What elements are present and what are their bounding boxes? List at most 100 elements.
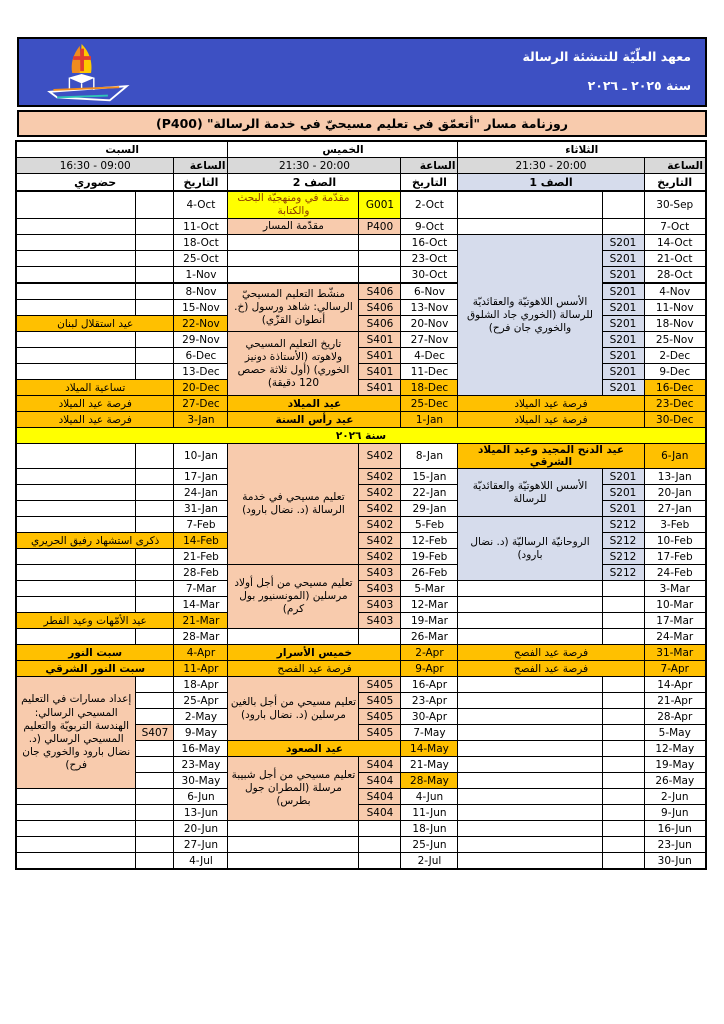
tue-date-cell: 2-Dec (643, 347, 707, 365)
thu-empty-cell (227, 628, 360, 646)
thu-code-cell: S406 (358, 299, 402, 317)
sat-code-cell (135, 250, 175, 268)
thu-code-cell: S403 (358, 564, 402, 582)
tue-date-cell: 23-Dec (643, 395, 707, 413)
thu-empty-cell (227, 836, 360, 854)
thu-date-cell: 25-Jun (400, 836, 459, 854)
tue-empty-cell (457, 596, 603, 614)
sat-empty-cell (15, 363, 137, 381)
tue-empty-cell (457, 804, 603, 822)
tue-code-cell: S201 (601, 331, 645, 349)
tue-code-cell (601, 596, 645, 614)
sat-code-cell (135, 299, 175, 317)
sat-holiday-cell: عيد الأمّهات وعيد الفطر (15, 612, 175, 630)
thu-code-cell: S401 (358, 331, 402, 349)
thu-holiday-cell: فرصة عيد الفصح (227, 660, 402, 678)
tue-empty-cell (457, 756, 603, 774)
thu-date-cell: 20-Nov (400, 315, 459, 333)
tue-code-cell (601, 708, 645, 726)
sat-date-cell: 28-Mar (173, 628, 229, 646)
tue-code-cell (601, 852, 645, 870)
thu-code-cell: S406 (358, 282, 402, 301)
sat-date-cell: 1-Nov (173, 266, 229, 284)
sat-empty-cell (15, 628, 137, 646)
header-text: معهد العلّيّة للتنشئة الرسالة سنة ٢٠٢٥ ـ… (522, 49, 691, 93)
sat-empty-cell (15, 299, 137, 317)
sat-date-cell: 11-Oct (173, 218, 229, 236)
sat-holiday-cell: سبت النور (15, 644, 175, 662)
tue-code-cell (601, 580, 645, 598)
tue-date-cell: 24-Mar (643, 628, 707, 646)
tue-date-cell: 18-Nov (643, 315, 707, 333)
sat-empty-cell (15, 852, 137, 870)
thu-date-cell: 1-Jan (400, 411, 459, 429)
thu-date-cell: 19-Mar (400, 612, 459, 630)
tue-date-cell: 30-Jun (643, 852, 707, 870)
thu-course-block: تاريخ التعليم المسيحي ولاهوته (الأستاذة … (227, 331, 360, 397)
thu-date-cell: 5-Feb (400, 516, 459, 534)
tue-holiday-cell: فرصة عيد الميلاد (457, 395, 645, 413)
sat-code-cell (135, 282, 175, 301)
sat-code-cell (135, 820, 175, 838)
sat-date-cell: 7-Feb (173, 516, 229, 534)
tue-date-cell: 16-Jun (643, 820, 707, 838)
thu-code-cell: S402 (358, 532, 402, 550)
sat-date-cell: 24-Jan (173, 484, 229, 502)
sat-date-cell: 18-Oct (173, 234, 229, 252)
thu-date-cell: 26-Feb (400, 564, 459, 582)
tue-date-cell: 14-Apr (643, 676, 707, 694)
thu-code-cell: P400 (358, 218, 402, 236)
thu-code-cell: S403 (358, 596, 402, 614)
sat-date-cell: 22-Nov (173, 315, 229, 333)
sat-date-cell: 20-Dec (173, 379, 229, 397)
sat-empty-cell (15, 250, 137, 268)
thu-code-cell: G001 (358, 190, 402, 220)
thu-code-cell: S401 (358, 347, 402, 365)
sat-date-cell: 25-Oct (173, 250, 229, 268)
tue-empty-cell (457, 820, 603, 838)
thu-date-cell: 13-Nov (400, 299, 459, 317)
tue-course-block: الأسس اللاهوتيّة والعقائديّة للرسالة (457, 468, 603, 518)
thu-date-cell: 4-Jun (400, 788, 459, 806)
thu-code-cell: S402 (358, 500, 402, 518)
sat-code-cell (135, 331, 175, 349)
sat-code-cell (135, 756, 175, 774)
tue-empty-cell (457, 676, 603, 694)
thu-date-cell: 15-Jan (400, 468, 459, 486)
sat-holiday-cell: سبت النور الشرقي (15, 660, 175, 678)
thu-course-block: منشّط التعليم المسيحيّ الرسالي: شاهد ورس… (227, 282, 360, 333)
time-value-tue: 21:30 - 20:00 (457, 157, 645, 174)
sat-empty-cell (15, 331, 137, 349)
sat-date-cell: 23-May (173, 756, 229, 774)
sat-empty-cell (15, 564, 137, 582)
thu-date-cell: 16-Apr (400, 676, 459, 694)
tue-code-cell: S212 (601, 548, 645, 566)
tue-date-cell: 7-Apr (643, 660, 707, 678)
sat-holiday-cell: فرصة عيد الميلاد (15, 395, 175, 413)
thu-code-cell: S404 (358, 772, 402, 790)
tue-empty-cell (457, 788, 603, 806)
sat-holiday-cell: تساعية الميلاد (15, 379, 175, 397)
thu-date-cell: 2-Jul (400, 852, 459, 870)
schedule-table: الثلاثاء الخميس السبت الساعة 21:30 - 20:00 ال… (14, 140, 707, 871)
thu-code-cell: S404 (358, 804, 402, 822)
tue-code-cell: S201 (601, 299, 645, 317)
tue-empty-cell (457, 190, 603, 220)
tue-empty-cell (457, 708, 603, 726)
sat-empty-cell (15, 804, 137, 822)
tue-code-cell (601, 628, 645, 646)
thu-course-block: مقدّمة في ومنهجيّة البحث والكتابة (227, 190, 360, 220)
tue-date-cell: 9-Dec (643, 363, 707, 381)
thu-date-cell: 30-Apr (400, 708, 459, 726)
year-divider: سنة ٢٠٢٦ (15, 427, 707, 445)
sat-code-cell (135, 708, 175, 726)
tue-date-cell: 14-Oct (643, 234, 707, 252)
sat-date-cell: 8-Nov (173, 282, 229, 301)
tue-code-cell (601, 772, 645, 790)
tue-code-cell: S201 (601, 282, 645, 301)
tue-date-cell: 4-Nov (643, 282, 707, 301)
sat-holiday-cell: فرصة عيد الميلاد (15, 411, 175, 429)
thu-code-cell: S406 (358, 315, 402, 333)
sat-code-cell (135, 836, 175, 854)
tue-date-cell: 31-Mar (643, 644, 707, 662)
